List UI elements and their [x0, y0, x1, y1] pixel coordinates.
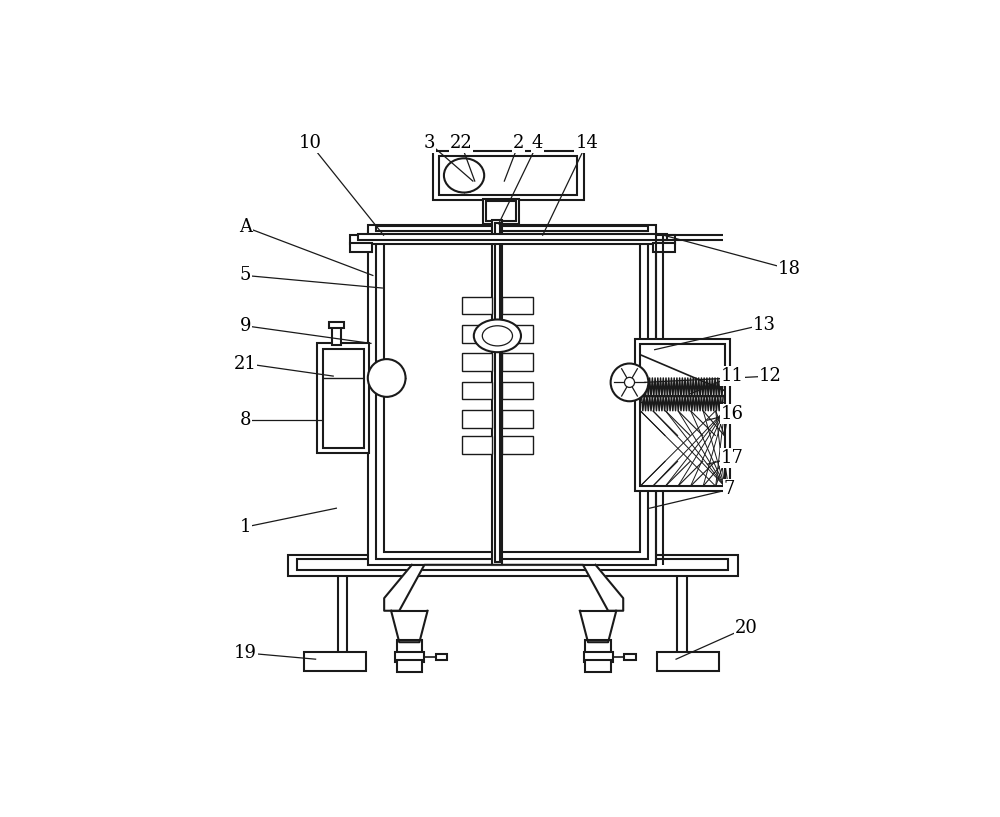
Bar — [433, 151, 584, 200]
Text: 11: 11 — [721, 367, 744, 385]
Circle shape — [611, 364, 648, 401]
Text: A: A — [239, 218, 252, 236]
Bar — [350, 243, 372, 252]
Bar — [462, 436, 492, 454]
Text: 8: 8 — [239, 411, 251, 429]
Bar — [329, 322, 344, 328]
Bar — [502, 297, 533, 315]
Text: 13: 13 — [753, 315, 776, 333]
Circle shape — [368, 359, 406, 397]
Bar — [350, 234, 675, 244]
Circle shape — [624, 377, 635, 387]
Bar — [635, 339, 730, 491]
Text: 17: 17 — [721, 449, 744, 467]
Polygon shape — [384, 565, 623, 611]
Text: 22: 22 — [450, 134, 472, 152]
Bar — [462, 354, 492, 371]
Bar — [439, 156, 577, 195]
Text: 7: 7 — [724, 480, 735, 498]
Bar — [462, 297, 492, 315]
Bar — [486, 201, 516, 221]
Polygon shape — [580, 611, 616, 642]
Bar — [323, 349, 364, 449]
Bar — [657, 652, 719, 671]
Text: 10: 10 — [298, 134, 321, 152]
Bar — [297, 559, 728, 570]
Bar — [358, 234, 667, 239]
Bar — [502, 325, 533, 343]
Bar — [584, 652, 613, 663]
Text: 20: 20 — [735, 618, 758, 636]
Ellipse shape — [444, 158, 484, 193]
Bar — [502, 354, 533, 371]
Text: 16: 16 — [721, 405, 744, 423]
Ellipse shape — [474, 319, 521, 352]
Bar — [376, 225, 648, 231]
Text: 9: 9 — [239, 317, 251, 335]
Polygon shape — [391, 611, 428, 642]
Bar — [502, 382, 533, 400]
Bar — [304, 652, 366, 671]
Bar — [483, 199, 519, 224]
Bar — [653, 243, 675, 252]
Bar — [397, 660, 422, 672]
Bar — [397, 641, 422, 653]
Text: 18: 18 — [778, 260, 801, 278]
Text: 19: 19 — [234, 644, 257, 662]
Bar — [436, 654, 447, 660]
Text: 3: 3 — [424, 134, 435, 152]
Bar — [462, 410, 492, 427]
Bar — [502, 436, 533, 454]
Bar — [585, 641, 611, 653]
Bar — [395, 652, 424, 663]
Bar — [288, 556, 738, 576]
Bar — [332, 327, 341, 345]
Bar — [368, 225, 656, 236]
Bar — [492, 220, 502, 565]
Bar — [462, 325, 492, 343]
Bar — [495, 222, 500, 562]
Text: 1: 1 — [239, 518, 251, 536]
Bar — [384, 238, 640, 552]
Text: 4: 4 — [532, 134, 543, 152]
Bar — [585, 660, 611, 672]
Ellipse shape — [482, 326, 512, 346]
Bar — [376, 234, 648, 559]
Bar — [502, 410, 533, 427]
Text: 21: 21 — [234, 355, 257, 373]
Text: 2: 2 — [513, 134, 524, 152]
Bar — [317, 343, 369, 453]
Bar — [462, 382, 492, 400]
Bar — [624, 654, 636, 660]
Bar — [640, 344, 725, 486]
Text: 14: 14 — [575, 134, 598, 152]
Bar — [368, 231, 656, 565]
Text: 5: 5 — [239, 266, 251, 284]
Text: 12: 12 — [759, 367, 782, 385]
